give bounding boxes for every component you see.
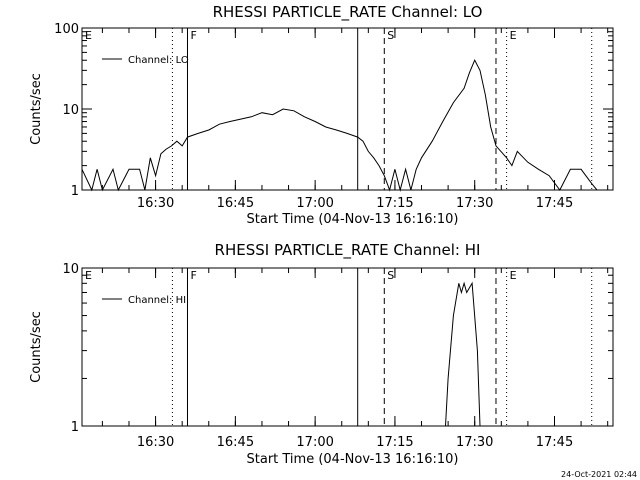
chart-title: RHESSI PARTICLE_RATE Channel: LO — [213, 3, 483, 22]
x-tick-label: 17:45 — [536, 435, 573, 450]
annotation-label: S — [387, 269, 394, 282]
x-tick-label: 17:30 — [456, 196, 493, 211]
legend-label: Channel: HI — [128, 295, 186, 306]
y-tick-label: 1 — [71, 420, 79, 435]
annotation-label: E — [510, 269, 517, 282]
y-axis-label: Counts/sec — [29, 311, 44, 383]
x-tick-label: 16:30 — [137, 196, 174, 211]
series-line — [81, 59, 598, 192]
y-tick-label: 1 — [71, 184, 79, 199]
plot-panel-lo: RHESSI PARTICLE_RATE Channel: LO Counts/s… — [29, 3, 614, 227]
x-tick-label: 17:15 — [376, 435, 413, 450]
annotation-label: E — [85, 269, 92, 282]
x-tick-label: 16:30 — [137, 435, 174, 450]
annotation-label: E — [510, 29, 517, 42]
y-tick-label: 10 — [62, 262, 79, 277]
annotation-label: F — [190, 29, 196, 42]
x-axis-label: Start Time (04-Nov-13 16:16:10) — [247, 212, 459, 227]
x-tick-label: 17:15 — [376, 196, 413, 211]
x-axis-label: Start Time (04-Nov-13 16:16:10) — [247, 452, 459, 467]
y-tick-label: 100 — [54, 22, 79, 37]
y-axis-label: Counts/sec — [29, 73, 44, 145]
plot-panel-hi: RHESSI PARTICLE_RATE Channel: HI Counts/s… — [29, 241, 614, 467]
x-tick-label: 17:45 — [536, 196, 573, 211]
annotation-label: E — [85, 29, 92, 42]
x-tick-label: 17:30 — [456, 435, 493, 450]
x-tick-label: 17:00 — [296, 196, 333, 211]
footer-timestamp: 24-Oct-2021 02:44 — [561, 470, 637, 479]
x-tick-label: 16:45 — [217, 196, 254, 211]
chart-title: RHESSI PARTICLE_RATE Channel: HI — [215, 241, 481, 260]
legend-label: Channel: LO — [128, 55, 189, 66]
x-tick-label: 17:00 — [296, 435, 333, 450]
plot-frame — [81, 267, 614, 427]
y-tick-label: 10 — [62, 103, 79, 118]
annotation-label: F — [190, 269, 196, 282]
series-line — [445, 281, 481, 427]
annotation-label: S — [387, 29, 394, 42]
x-tick-label: 16:45 — [217, 435, 254, 450]
